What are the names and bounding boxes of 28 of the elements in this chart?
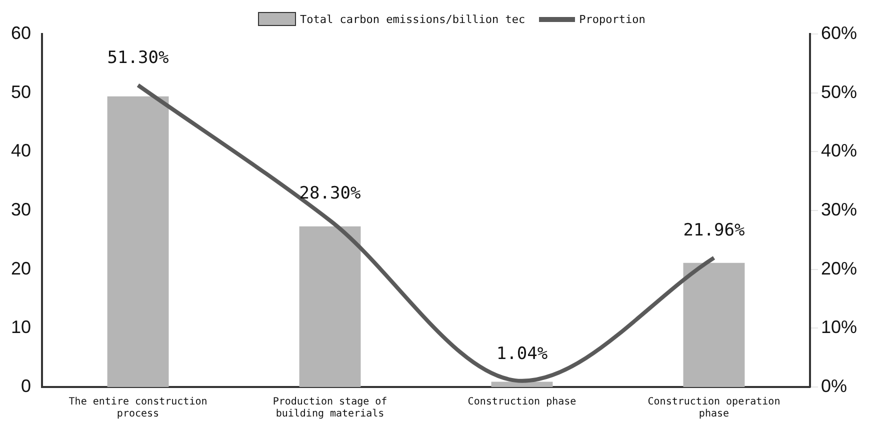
bar (491, 382, 553, 387)
y-tick-label: 40 (10, 140, 32, 161)
y2-tick-label: 60% (820, 22, 858, 43)
y-tick-label: 50 (10, 82, 32, 102)
y-tick-label: 0 (21, 376, 32, 396)
data-label: 1.04% (496, 344, 548, 364)
x-tick-label: Construction phase (468, 396, 576, 408)
x-tick-label: Production stage of building materials (272, 396, 388, 420)
y-tick-label: 20 (10, 258, 32, 278)
y2-tick-label: 30% (820, 199, 858, 220)
y2-tick-label: 10% (820, 317, 858, 338)
y-tick-label: 10 (10, 317, 32, 338)
y2-tick-label: 20% (820, 258, 858, 278)
bar (299, 226, 361, 387)
y-tick-label: 60 (10, 22, 32, 43)
x-tick-label: Construction operation phase (648, 396, 780, 420)
y2-tick-label: 50% (820, 82, 858, 102)
x-tick-label: The entire construction process (68, 396, 208, 420)
data-label: 51.30% (107, 48, 169, 68)
y-tick-label: 30 (10, 199, 32, 220)
y2-tick-label: 40% (820, 140, 858, 161)
data-label: 28.30% (299, 183, 361, 204)
data-label: 21.96% (683, 220, 745, 241)
legend-label: Total carbon emissions/billion tec (300, 12, 526, 26)
legend-label: Proportion (579, 12, 646, 26)
bar (107, 96, 169, 387)
y2-tick-label: 0% (820, 376, 847, 396)
bar (683, 262, 745, 387)
